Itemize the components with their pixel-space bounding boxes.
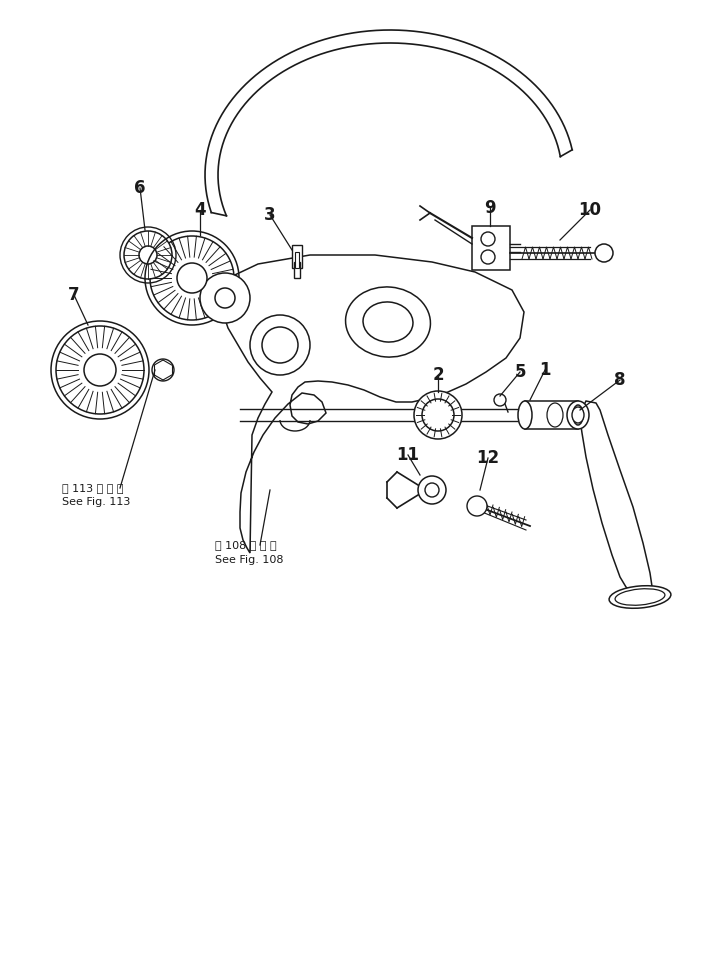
Polygon shape [220,255,524,553]
Circle shape [139,246,157,264]
Circle shape [422,399,454,431]
Text: 7: 7 [68,286,80,304]
Text: 6: 6 [134,179,146,197]
Circle shape [200,273,250,323]
Circle shape [84,354,116,386]
Ellipse shape [573,405,583,425]
Circle shape [595,244,613,262]
Polygon shape [292,245,302,268]
Circle shape [425,483,439,497]
Text: 9: 9 [484,199,496,217]
Circle shape [418,476,446,504]
Text: 第 113 図 参 照: 第 113 図 参 照 [62,483,123,493]
Text: See Fig. 108: See Fig. 108 [215,555,283,565]
Text: 1: 1 [539,361,551,379]
Circle shape [150,236,234,320]
Circle shape [250,315,310,375]
Ellipse shape [346,287,431,357]
Circle shape [481,232,495,246]
Text: 8: 8 [614,371,626,389]
Text: 5: 5 [514,363,526,381]
Text: 2: 2 [432,366,444,384]
Polygon shape [294,262,300,278]
Text: 11: 11 [396,446,420,464]
Ellipse shape [567,401,589,429]
Circle shape [124,231,172,279]
Polygon shape [580,401,653,595]
Text: 3: 3 [264,206,276,224]
Ellipse shape [547,403,563,427]
Circle shape [262,327,298,363]
Circle shape [152,359,174,381]
Text: 第 108 図 参 照: 第 108 図 参 照 [215,540,277,550]
Circle shape [494,394,506,406]
Circle shape [177,263,207,293]
Ellipse shape [363,302,413,342]
Circle shape [481,250,495,264]
Ellipse shape [615,589,665,605]
Polygon shape [472,226,510,270]
Circle shape [215,288,235,308]
Text: See Fig. 113: See Fig. 113 [62,497,131,507]
Polygon shape [295,252,299,268]
Ellipse shape [609,586,671,608]
Circle shape [414,391,462,439]
Ellipse shape [518,401,532,429]
Text: 10: 10 [579,201,602,219]
Polygon shape [525,401,578,429]
Ellipse shape [572,407,584,423]
Circle shape [467,496,487,516]
Circle shape [56,326,144,414]
Text: 4: 4 [194,201,205,219]
Text: 12: 12 [476,449,499,467]
